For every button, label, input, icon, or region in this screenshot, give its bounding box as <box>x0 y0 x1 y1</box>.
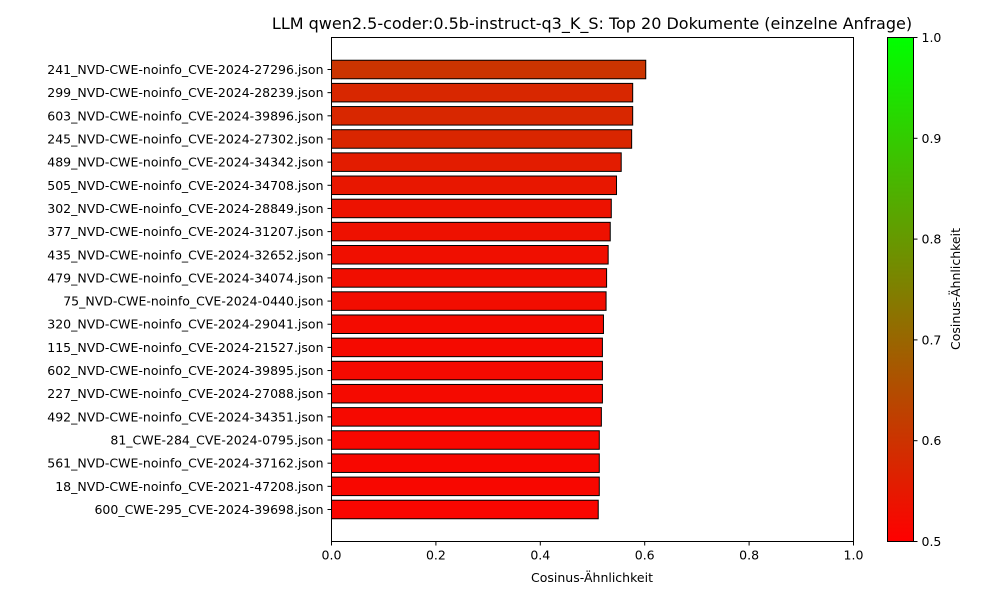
colorbar-tick-label: 0.8 <box>922 232 942 247</box>
y-tick-label: 81_CWE-284_CVE-2024-0795.json <box>110 433 323 448</box>
plot-frame <box>331 37 854 542</box>
y-tick-label: 227_NVD-CWE-noinfo_CVE-2024-27088.json <box>47 386 323 401</box>
y-tick-label: 18_NVD-CWE-noinfo_CVE-2021-47208.json <box>55 479 323 494</box>
bar <box>331 175 618 196</box>
x-tick-label: 1.0 <box>844 548 864 563</box>
x-tick-label: 0.4 <box>530 548 550 563</box>
y-tick-label: 602_NVD-CWE-noinfo_CVE-2024-39895.json <box>47 363 323 378</box>
y-tick-label: 561_NVD-CWE-noinfo_CVE-2024-37162.json <box>47 456 323 471</box>
colorbar-tick-label: 0.7 <box>922 332 942 347</box>
y-tick-label: 479_NVD-CWE-noinfo_CVE-2024-34074.json <box>47 270 323 285</box>
bar <box>331 245 609 265</box>
bar <box>331 314 604 335</box>
bar <box>331 383 603 404</box>
colorbar-ticks: 0.5 0.6 0.7 0.8 0.9 1.0 <box>913 30 942 549</box>
x-axis-ticks: 0.0 0.2 0.4 0.6 0.8 1.0 <box>322 541 864 563</box>
bar <box>331 430 600 450</box>
bar <box>331 198 612 219</box>
bar <box>331 59 647 80</box>
colorbar <box>887 37 914 542</box>
bar <box>331 221 611 242</box>
colorbar-tick-label: 1.0 <box>922 30 942 45</box>
y-tick-label: 241_NVD-CWE-noinfo_CVE-2024-27296.json <box>47 62 323 77</box>
y-tick-label: 505_NVD-CWE-noinfo_CVE-2024-34708.json <box>47 178 323 193</box>
colorbar-tick-label: 0.5 <box>922 534 942 549</box>
bar <box>331 453 600 473</box>
bar <box>331 407 602 427</box>
y-tick-label: 115_NVD-CWE-noinfo_CVE-2024-21527.json <box>47 340 323 355</box>
y-tick-label: 75_NVD-CWE-noinfo_CVE-2024-0440.json <box>63 294 323 309</box>
y-tick-label: 302_NVD-CWE-noinfo_CVE-2024-28849.json <box>47 201 323 216</box>
bar <box>331 268 608 288</box>
x-axis-label: Cosinus-Ähnlichkeit <box>531 570 653 585</box>
bar <box>331 499 599 520</box>
x-tick-label: 0.6 <box>635 548 655 563</box>
y-tick-label: 489_NVD-CWE-noinfo_CVE-2024-34342.json <box>47 155 323 170</box>
x-tick-label: 0.8 <box>739 548 759 563</box>
y-tick-labels: 241_NVD-CWE-noinfo_CVE-2024-27296.json 29… <box>47 62 332 517</box>
bar <box>331 291 607 311</box>
y-tick-label: 600_CWE-295_CVE-2024-39698.json <box>94 502 323 517</box>
bar <box>331 152 622 172</box>
y-tick-label: 603_NVD-CWE-noinfo_CVE-2024-39896.json <box>47 108 323 123</box>
colorbar-tick-label: 0.6 <box>922 433 942 448</box>
bar <box>331 337 603 358</box>
y-tick-label: 320_NVD-CWE-noinfo_CVE-2024-29041.json <box>47 317 323 332</box>
colorbar-tick-label: 0.9 <box>922 131 942 146</box>
bar <box>331 82 634 103</box>
bar <box>331 129 633 149</box>
y-tick-label: 299_NVD-CWE-noinfo_CVE-2024-28239.json <box>47 85 323 100</box>
x-tick-label: 0.2 <box>426 548 446 563</box>
y-tick-label: 245_NVD-CWE-noinfo_CVE-2024-27302.json <box>47 131 323 146</box>
y-tick-label: 492_NVD-CWE-noinfo_CVE-2024-34351.json <box>47 409 323 424</box>
bar-group <box>331 59 647 520</box>
y-tick-label: 435_NVD-CWE-noinfo_CVE-2024-32652.json <box>47 247 323 262</box>
y-tick-label: 377_NVD-CWE-noinfo_CVE-2024-31207.json <box>47 224 323 239</box>
bar <box>331 360 603 381</box>
bar <box>331 476 600 497</box>
colorbar-label: Cosinus-Ähnlichkeit <box>948 228 963 350</box>
x-tick-label: 0.0 <box>322 548 342 563</box>
bar <box>331 106 634 126</box>
chart-title: LLM qwen2.5-coder:0.5b-instruct-q3_K_S: … <box>272 14 912 34</box>
